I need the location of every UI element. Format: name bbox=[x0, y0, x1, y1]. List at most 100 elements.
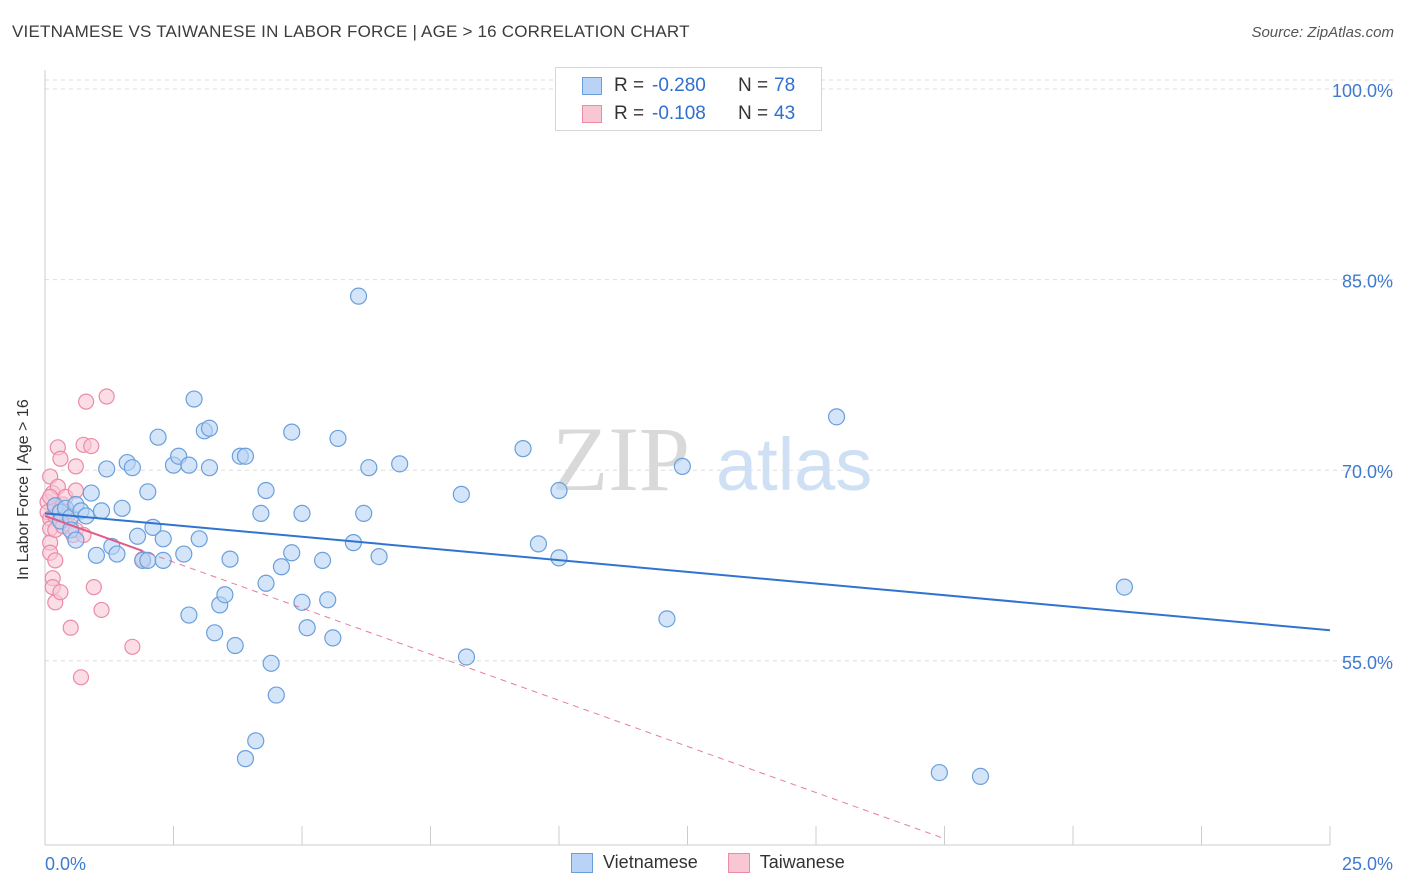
vietnamese-point bbox=[87, 546, 106, 564]
taiwanese-point bbox=[98, 388, 115, 405]
series-legend: Vietnamese Taiwanese bbox=[571, 852, 875, 873]
vietnamese-point bbox=[236, 447, 255, 465]
r-value: -0.280 bbox=[652, 75, 706, 96]
taiwanese-point bbox=[67, 482, 84, 499]
x-tick-label: 0.0% bbox=[45, 854, 86, 874]
y-axis-label: In Labor Force | Age > 16 bbox=[15, 399, 32, 580]
vietnamese-point bbox=[98, 460, 116, 478]
y-tick-label: 100.0% bbox=[1332, 81, 1393, 101]
legend-label: Vietnamese bbox=[603, 852, 698, 872]
vietnamese-legend-swatch bbox=[571, 852, 593, 873]
vietnamese-point bbox=[827, 408, 846, 426]
vietnamese-point bbox=[226, 636, 244, 655]
vietnamese-point bbox=[529, 535, 548, 553]
taiwanese-point bbox=[78, 393, 95, 410]
tick-labels: 55.0% 70.0% 85.0% 100.0% 0.0% 25.0% bbox=[45, 81, 1393, 874]
taiwanese-point bbox=[52, 584, 69, 601]
vietnamese-point bbox=[550, 481, 568, 500]
vietnamese-point bbox=[293, 593, 311, 611]
vietnamese-point bbox=[457, 648, 476, 666]
vietnamese-point bbox=[267, 686, 285, 704]
vietnamese-point bbox=[190, 530, 208, 548]
vietnamese-point bbox=[252, 504, 270, 523]
taiwanese-point bbox=[85, 578, 102, 596]
vietnamese-trend-line bbox=[44, 512, 1331, 632]
taiwanese-legend-swatch bbox=[727, 852, 750, 873]
taiwanese-trend-line-extended bbox=[44, 515, 945, 840]
stats-row-taiwanese: R = -0.108 N = 43 bbox=[556, 101, 795, 127]
taiwanese-point bbox=[47, 552, 64, 569]
vietnamese-point bbox=[154, 530, 172, 548]
axis-layer bbox=[44, 70, 1331, 846]
x-tick-label: 25.0% bbox=[1342, 854, 1393, 874]
taiwanese-point bbox=[124, 638, 141, 655]
vietnamese-point bbox=[329, 429, 347, 448]
vietnamese-point bbox=[180, 606, 198, 624]
vietnamese-point bbox=[180, 456, 198, 474]
vietnamese-point bbox=[658, 610, 676, 628]
trend-layer bbox=[44, 512, 1331, 840]
n-value: 43 bbox=[774, 103, 796, 124]
vietnamese-point bbox=[67, 531, 85, 549]
vietnamese-swatch bbox=[582, 77, 602, 95]
y-tick-label: 55.0% bbox=[1342, 653, 1393, 673]
n-label: N = bbox=[738, 103, 769, 124]
vietnamese-point bbox=[257, 481, 275, 500]
vietnamese-point bbox=[452, 485, 470, 503]
legend-item-vietnamese[interactable]: Vietnamese bbox=[571, 852, 698, 873]
legend-item-taiwanese[interactable]: Taiwanese bbox=[727, 852, 845, 873]
r-label: R = bbox=[614, 75, 645, 96]
vietnamese-point bbox=[82, 484, 100, 502]
vietnamese-point bbox=[272, 558, 291, 576]
vietnamese-point bbox=[930, 763, 948, 782]
taiwanese-point bbox=[67, 458, 84, 475]
vietnamese-point bbox=[550, 549, 568, 567]
vietnamese-point bbox=[200, 419, 219, 437]
vietnamese-point bbox=[673, 457, 691, 475]
source-label: Source: ZipAtlas.com bbox=[1251, 24, 1394, 41]
taiwanese-point bbox=[72, 669, 90, 686]
vietnamese-point bbox=[971, 767, 990, 785]
y-tick-label: 70.0% bbox=[1342, 462, 1393, 482]
stats-row-vietnamese: R = -0.280 N = 78 bbox=[556, 73, 795, 99]
vietnamese-point bbox=[139, 483, 157, 501]
vietnamese-point bbox=[149, 428, 167, 446]
vietnamese-point bbox=[216, 586, 234, 604]
watermark: ZIP atlas bbox=[552, 408, 872, 510]
vietnamese-point bbox=[257, 574, 275, 592]
vietnamese-point bbox=[360, 459, 378, 477]
n-label: N = bbox=[738, 75, 769, 96]
vietnamese-point bbox=[283, 544, 301, 562]
vietnamese-point bbox=[247, 732, 265, 750]
watermark-zip: ZIP bbox=[552, 408, 690, 510]
y-tick-label: 85.0% bbox=[1342, 272, 1393, 292]
vietnamese-point bbox=[108, 545, 126, 563]
taiwanese-swatch bbox=[582, 105, 602, 123]
taiwanese-point bbox=[52, 450, 69, 467]
vietnamese-point bbox=[370, 547, 388, 566]
chart-title: VIETNAMESE VS TAIWANESE IN LABOR FORCE |… bbox=[12, 22, 690, 41]
vietnamese-point bbox=[319, 591, 337, 609]
vietnamese-point bbox=[313, 551, 332, 570]
r-value: -0.108 bbox=[652, 103, 706, 124]
vietnamese-point bbox=[175, 545, 193, 563]
vietnamese-point bbox=[283, 423, 301, 441]
vietnamese-point bbox=[391, 455, 409, 473]
taiwanese-trend-line bbox=[44, 515, 143, 552]
vietnamese-point bbox=[200, 459, 219, 477]
vietnamese-point bbox=[1115, 578, 1134, 596]
vietnamese-point bbox=[154, 551, 172, 570]
vietnamese-point bbox=[128, 527, 147, 545]
vietnamese-point bbox=[185, 390, 203, 408]
vietnamese-point bbox=[92, 502, 111, 520]
vietnamese-point bbox=[113, 499, 131, 517]
stats-legend: R = -0.280 N = 78 R = -0.108 N = 43 bbox=[555, 67, 822, 131]
vietnamese-point bbox=[514, 440, 532, 458]
vietnamese-point bbox=[123, 459, 141, 477]
vietnamese-point bbox=[262, 654, 280, 672]
watermark-atlas: atlas bbox=[716, 423, 872, 506]
vietnamese-point bbox=[293, 504, 311, 523]
n-value: 78 bbox=[774, 75, 796, 96]
vietnamese-point bbox=[324, 629, 342, 647]
